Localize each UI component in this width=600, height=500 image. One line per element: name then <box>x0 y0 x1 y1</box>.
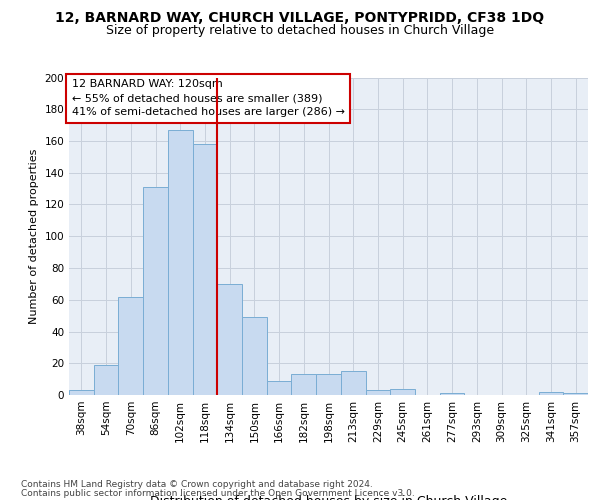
Bar <box>94 365 118 395</box>
Bar <box>390 388 415 395</box>
X-axis label: Distribution of detached houses by size in Church Village: Distribution of detached houses by size … <box>150 495 507 500</box>
Text: 12 BARNARD WAY: 120sqm
← 55% of detached houses are smaller (389)
41% of semi-de: 12 BARNARD WAY: 120sqm ← 55% of detached… <box>71 79 344 117</box>
Text: Contains HM Land Registry data © Crown copyright and database right 2024.: Contains HM Land Registry data © Crown c… <box>21 480 373 489</box>
Bar <box>563 394 588 395</box>
Bar <box>267 380 292 395</box>
Bar <box>292 374 316 395</box>
Y-axis label: Number of detached properties: Number of detached properties <box>29 148 39 324</box>
Bar <box>217 284 242 395</box>
Text: Contains public sector information licensed under the Open Government Licence v3: Contains public sector information licen… <box>21 488 415 498</box>
Text: 12, BARNARD WAY, CHURCH VILLAGE, PONTYPRIDD, CF38 1DQ: 12, BARNARD WAY, CHURCH VILLAGE, PONTYPR… <box>55 11 545 25</box>
Bar <box>440 394 464 395</box>
Text: Size of property relative to detached houses in Church Village: Size of property relative to detached ho… <box>106 24 494 37</box>
Bar <box>341 371 365 395</box>
Bar <box>193 144 217 395</box>
Bar <box>316 374 341 395</box>
Bar <box>143 187 168 395</box>
Bar <box>69 390 94 395</box>
Bar <box>168 130 193 395</box>
Bar <box>539 392 563 395</box>
Bar <box>365 390 390 395</box>
Bar <box>242 317 267 395</box>
Bar <box>118 296 143 395</box>
